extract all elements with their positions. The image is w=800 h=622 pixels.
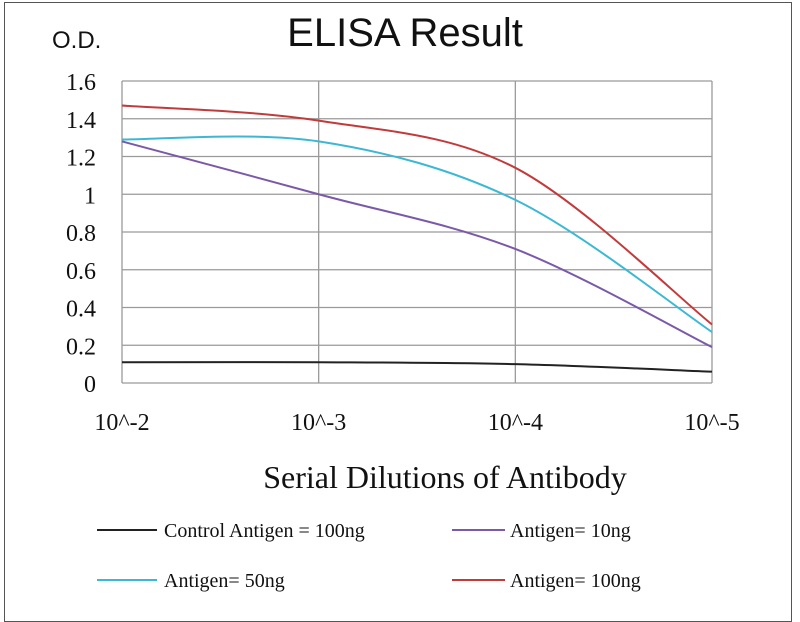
tick-labels: 0 0.2 0.4 0.6 0.8 1 1.2 1.4 1.6 10^-2 10^-3 10^-4 10…	[66, 70, 740, 436]
legend-label: Control Antigen = 100ng	[164, 520, 365, 542]
chart-frame	[4, 2, 792, 622]
y-tick-label: 1.4	[66, 108, 96, 134]
legend-item: Control Antigen = 100ng	[97, 520, 365, 542]
elisa-chart: O.D. ELISA Result 0 0.2 0.4 0.6 0.8 1 1.2 1.4 1.…	[52, 11, 740, 592]
y-tick-label: 1.6	[66, 70, 96, 96]
y-tick-label: 0	[84, 372, 96, 398]
series-line-3	[121, 104, 713, 326]
legend-label: Antigen= 10ng	[510, 520, 631, 542]
series-line-0	[121, 361, 713, 373]
series-line-2	[121, 135, 713, 333]
legend-item: Antigen= 50ng	[97, 570, 285, 592]
series-lines	[121, 104, 713, 373]
y-tick-label: 0.2	[66, 334, 96, 360]
x-tick-label: 10^-2	[94, 410, 149, 436]
x-tick-label: 10^-5	[684, 410, 739, 436]
y-tick-label: 0.8	[66, 221, 96, 247]
legend-item: Antigen= 10ng	[452, 520, 631, 542]
legend-label: Antigen= 100ng	[510, 570, 641, 592]
y-tick-label: 0.6	[66, 259, 96, 285]
x-tick-label: 10^-4	[488, 410, 543, 436]
legend: Control Antigen = 100ng Antigen= 10ng Anti…	[97, 520, 641, 592]
y-tick-label: 0.4	[66, 297, 96, 323]
x-axis-title: Serial Dilutions of Antibody	[263, 459, 627, 495]
legend-label: Antigen= 50ng	[164, 570, 285, 592]
series-line-1	[121, 140, 713, 349]
y-tick-label: 1	[84, 183, 96, 209]
y-axis-label: O.D.	[52, 27, 101, 54]
x-tick-label: 10^-3	[291, 410, 346, 436]
chart-title: ELISA Result	[287, 11, 523, 55]
grid-layer	[121, 80, 713, 384]
y-tick-label: 1.2	[66, 146, 96, 172]
legend-item: Antigen= 100ng	[452, 570, 641, 592]
